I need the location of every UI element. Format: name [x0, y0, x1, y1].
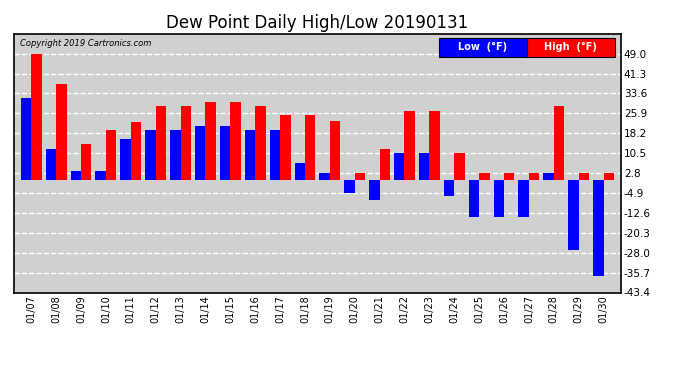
Bar	[220, 126, 230, 180]
Bar	[145, 130, 156, 180]
Bar	[280, 115, 290, 180]
Bar	[369, 180, 380, 200]
Bar	[604, 172, 614, 180]
Bar	[554, 106, 564, 180]
Bar	[106, 130, 117, 180]
Bar	[319, 172, 330, 180]
Bar	[479, 172, 490, 180]
Bar	[380, 149, 390, 180]
Bar	[206, 102, 216, 180]
Bar	[404, 111, 415, 180]
Bar	[419, 153, 429, 180]
Bar	[95, 171, 106, 180]
Bar	[255, 106, 266, 180]
Text: Low  (°F): Low (°F)	[458, 42, 507, 52]
Text: Copyright 2019 Cartronics.com: Copyright 2019 Cartronics.com	[20, 39, 151, 48]
Bar	[429, 111, 440, 180]
Bar	[156, 106, 166, 180]
Bar	[31, 54, 41, 180]
Bar	[444, 180, 454, 196]
Bar	[21, 98, 31, 180]
Bar	[579, 172, 589, 180]
Bar	[56, 84, 66, 180]
Bar	[46, 149, 56, 180]
Bar	[195, 126, 206, 180]
Bar	[170, 130, 181, 180]
Bar	[569, 180, 579, 250]
Bar	[295, 163, 305, 180]
Bar	[355, 173, 365, 180]
Bar	[120, 140, 131, 180]
Bar	[593, 180, 604, 276]
Bar	[493, 180, 504, 216]
FancyBboxPatch shape	[527, 38, 615, 57]
Bar	[529, 172, 540, 180]
Bar	[81, 144, 92, 180]
Bar	[305, 115, 315, 180]
Bar	[230, 102, 241, 180]
Bar	[454, 153, 465, 180]
Bar	[181, 106, 191, 180]
Text: High  (°F): High (°F)	[544, 42, 598, 52]
Bar	[270, 130, 280, 180]
Title: Dew Point Daily High/Low 20190131: Dew Point Daily High/Low 20190131	[166, 14, 469, 32]
Bar	[394, 153, 404, 180]
Bar	[70, 171, 81, 180]
Bar	[131, 122, 141, 180]
Bar	[330, 121, 340, 180]
Bar	[518, 180, 529, 216]
FancyBboxPatch shape	[439, 38, 527, 57]
Bar	[469, 180, 479, 216]
Bar	[344, 180, 355, 193]
Bar	[504, 172, 515, 180]
Bar	[543, 172, 554, 180]
Bar	[245, 130, 255, 180]
